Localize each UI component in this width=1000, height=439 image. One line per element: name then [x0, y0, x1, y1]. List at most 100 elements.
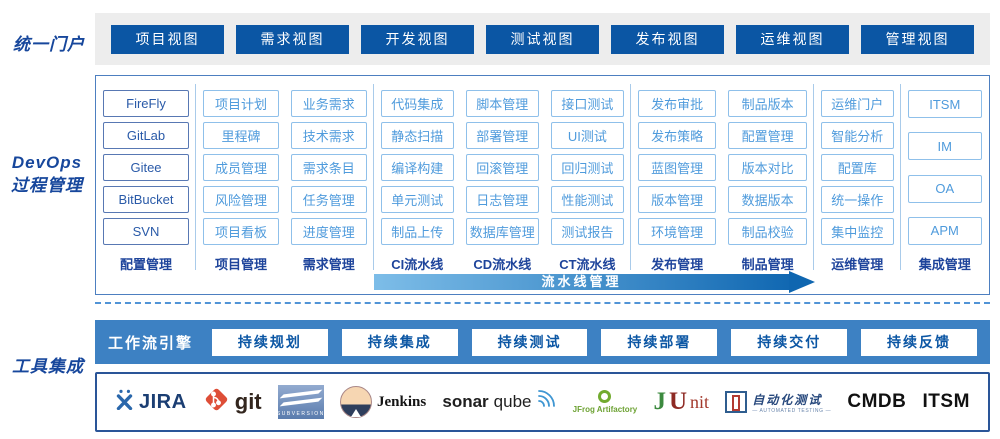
process-group: FireFly GitLab Gitee BitBucket SVN 配置管理	[96, 76, 197, 294]
git-icon	[203, 386, 230, 418]
portal-view-button-5[interactable]: 发布视图	[611, 24, 724, 54]
feature-box[interactable]: OA	[907, 174, 982, 203]
feature-box[interactable]: 业务需求	[290, 90, 367, 117]
feature-box[interactable]: 项目看板	[203, 218, 279, 245]
process-column: 制品版本 配置管理 版本对比 数据版本 制品校验 制品管理	[728, 90, 807, 294]
logo-autotest: 自动化测试 — AUTOMATED TESTING —	[725, 391, 831, 414]
feature-box[interactable]: 数据库管理	[465, 218, 539, 245]
jenkins-wordmark: Jenkins	[376, 393, 427, 410]
automated-testing-icon	[725, 391, 748, 413]
workflow-stage-button-2[interactable]: 持续集成	[341, 328, 458, 356]
feature-box[interactable]: 配置管理	[728, 122, 807, 149]
jfrog-ring-icon	[598, 390, 612, 403]
process-group: 运维门户智能分析配置库统一操作集中监控运维管理	[814, 76, 901, 294]
feature-box[interactable]: Gitee	[103, 154, 190, 181]
process-group: 项目计划里程碑成员管理风险管理项目看板项目管理 业务需求技术需求需求条目任务管理进…	[196, 76, 374, 294]
feature-box[interactable]: 回归测试	[550, 154, 624, 181]
feature-box[interactable]: IM	[907, 132, 982, 161]
feature-box[interactable]: 单元测试	[380, 186, 454, 213]
feature-box[interactable]: 版本对比	[728, 154, 807, 181]
feature-box[interactable]: 项目计划	[203, 90, 279, 117]
workflow-stage-button-1[interactable]: 持续规划	[212, 328, 328, 356]
feature-box[interactable]: 日志管理	[465, 186, 539, 213]
feature-box[interactable]: 代码集成	[380, 90, 454, 117]
feature-box[interactable]: 运维门户	[820, 90, 894, 117]
devops-section-label: DevOps 过程管理	[0, 151, 94, 197]
column-items: 脚本管理部署管理回滚管理日志管理数据库管理	[465, 90, 539, 245]
feature-box[interactable]: 任务管理	[290, 186, 367, 213]
logo-jira: JIRA	[115, 389, 187, 415]
feature-box[interactable]: 配置库	[820, 154, 894, 181]
workflow-stage-button-6[interactable]: 持续反馈	[861, 328, 977, 356]
process-group: 代码集成 静态扫描 编译构建 单元测试 制品上传 CI流水线 脚本管理 部署管理 回滚管理 日志管…	[374, 76, 632, 294]
feature-box[interactable]: 技术需求	[290, 122, 367, 149]
feature-box[interactable]: 统一操作	[820, 186, 894, 213]
column-label: CT流水线	[559, 257, 616, 272]
feature-box[interactable]: 风险管理	[203, 186, 279, 213]
feature-box[interactable]: 回滚管理	[465, 154, 539, 181]
feature-box[interactable]: 环境管理	[637, 218, 717, 245]
subversion-icon: SUBVERSION	[277, 385, 324, 419]
process-groups: FireFly GitLab Gitee BitBucket SVN 配置管理 项目计划里程…	[96, 76, 989, 294]
feature-box[interactable]: BitBucket	[103, 186, 190, 213]
workflow-stage-button-4[interactable]: 持续部署	[601, 328, 718, 356]
sonarqube-wordmark-light: qube	[493, 392, 532, 411]
column-label: 需求管理	[302, 257, 355, 272]
process-column: 运维门户智能分析配置库统一操作集中监控运维管理	[820, 90, 894, 294]
feature-box[interactable]: 发布审批	[637, 90, 717, 117]
workflow-stage-button-3[interactable]: 持续测试	[471, 328, 588, 356]
feature-box[interactable]: 部署管理	[465, 122, 539, 149]
column-label: 配置管理	[120, 257, 173, 272]
feature-box[interactable]: 成员管理	[203, 154, 279, 181]
column-label: 项目管理	[214, 257, 267, 272]
feature-box[interactable]: 编译构建	[380, 154, 454, 181]
feature-box[interactable]: 脚本管理	[465, 90, 539, 117]
feature-box[interactable]: SVN	[103, 218, 190, 245]
feature-box[interactable]: 里程碑	[203, 122, 279, 149]
logo-git: git	[203, 386, 262, 418]
feature-box[interactable]: 智能分析	[820, 122, 894, 149]
feature-box[interactable]: 需求条目	[290, 154, 367, 181]
feature-box[interactable]: 制品上传	[380, 218, 454, 245]
feature-box[interactable]: UI测试	[550, 122, 624, 149]
feature-box[interactable]: 静态扫描	[380, 122, 454, 149]
feature-box[interactable]: 集中监控	[820, 218, 894, 245]
column-label: CD流水线	[473, 257, 532, 272]
feature-box[interactable]: 蓝图管理	[637, 154, 717, 181]
feature-box[interactable]: 数据版本	[728, 186, 807, 213]
sonarqube-waves-icon	[538, 389, 556, 407]
feature-box[interactable]: APM	[907, 216, 982, 245]
portal-view-button-7[interactable]: 管理视图	[861, 24, 974, 54]
feature-box[interactable]: 性能测试	[550, 186, 624, 213]
portal-view-button-4[interactable]: 测试视图	[486, 24, 599, 54]
automated-testing-cn: 自动化测试	[752, 392, 823, 407]
column-label: 运维管理	[831, 257, 884, 272]
feature-box[interactable]: 接口测试	[550, 90, 624, 117]
portal-view-button-3[interactable]: 开发视图	[361, 24, 474, 54]
portal-view-button-1[interactable]: 项目视图	[111, 24, 224, 54]
feature-box[interactable]: FireFly	[103, 90, 190, 117]
process-column: 代码集成 静态扫描 编译构建 单元测试 制品上传 CI流水线	[380, 90, 454, 294]
column-items: 发布审批发布策略蓝图管理版本管理环境管理	[637, 90, 717, 245]
portal-view-button-6[interactable]: 运维视图	[736, 24, 849, 54]
workflow-stage-button-5[interactable]: 持续交付	[731, 328, 848, 356]
feature-box[interactable]: 测试报告	[550, 218, 624, 245]
feature-box[interactable]: 进度管理	[290, 218, 367, 245]
feature-box[interactable]: 制品版本	[728, 90, 807, 117]
automated-testing-en: — AUTOMATED TESTING —	[752, 407, 832, 414]
feature-box[interactable]: 版本管理	[637, 186, 717, 213]
feature-box[interactable]: 发布策略	[637, 122, 717, 149]
portal-view-bar: 项目视图 需求视图 开发视图 测试视图 发布视图 运维视图 管理视图	[95, 13, 990, 65]
process-group: ITSM IM OA APM 集成管理	[901, 76, 989, 294]
portal-view-button-2[interactable]: 需求视图	[236, 24, 349, 54]
column-items: 接口测试 UI测试回归测试性能测试测试报告	[550, 90, 624, 245]
feature-box[interactable]: 制品校验	[728, 218, 807, 245]
git-wordmark: git	[234, 389, 262, 414]
feature-box[interactable]: GitLab	[103, 122, 190, 149]
logo-sonarqube: sonar qube	[442, 388, 556, 417]
column-items: 业务需求技术需求需求条目任务管理进度管理	[290, 90, 367, 245]
devops-label-line1: DevOps	[11, 153, 83, 172]
feature-box[interactable]: ITSM	[907, 90, 982, 118]
column-items: FireFly GitLab Gitee BitBucket SVN	[103, 90, 190, 245]
logo-jenkins: Jenkins	[339, 386, 427, 418]
